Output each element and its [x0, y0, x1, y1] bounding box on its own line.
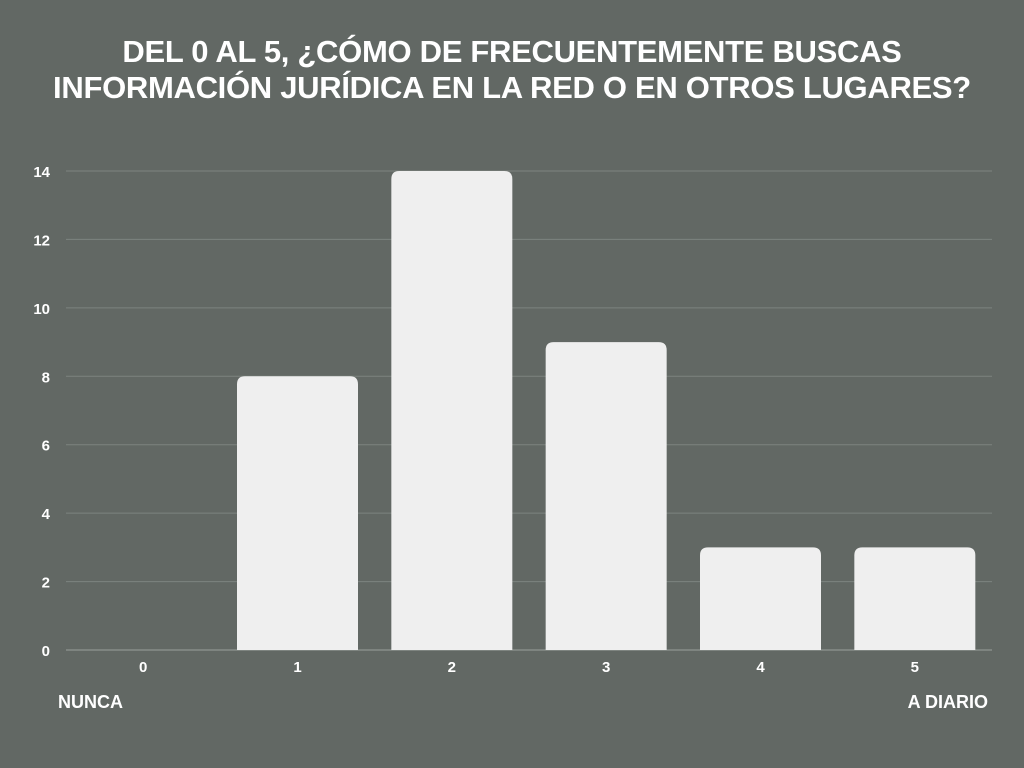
y-tick-label-12: 12: [33, 232, 50, 249]
y-axis-ticks: 0 2 4 6 8 10 12 14: [33, 164, 50, 660]
y-tick-label-2: 2: [42, 575, 50, 592]
x-axis-ticks: 0 1 2 3 4 5: [139, 659, 919, 676]
x-tick-label-3: 3: [602, 659, 610, 676]
chart-title: DEL 0 AL 5, ¿CÓMO DE FRECUENTEMENTE BUSC…: [0, 34, 1024, 106]
bar-1: [237, 376, 358, 650]
y-tick-label-6: 6: [42, 438, 50, 455]
bar-3: [545, 342, 667, 650]
bar-2: [391, 171, 513, 650]
bars: [237, 171, 976, 650]
scale-label-a-diario: A DIARIO: [907, 692, 988, 712]
y-tick-label-8: 8: [42, 369, 50, 386]
y-tick-label-0: 0: [42, 643, 50, 660]
x-tick-label-2: 2: [448, 659, 456, 676]
bar-5: [854, 547, 976, 650]
chart-title-line-2: INFORMACIÓN JURÍDICA EN LA RED O EN OTRO…: [53, 70, 971, 105]
scale-label-nunca: NUNCA: [58, 692, 123, 712]
grid-lines: [66, 170, 992, 651]
bar-4: [700, 547, 821, 650]
x-tick-label-5: 5: [911, 659, 919, 676]
x-tick-label-4: 4: [756, 659, 765, 676]
chart-title-line-1: DEL 0 AL 5, ¿CÓMO DE FRECUENTEMENTE BUSC…: [122, 34, 902, 69]
y-tick-label-14: 14: [33, 164, 50, 181]
y-tick-label-10: 10: [33, 301, 50, 318]
y-tick-label-4: 4: [42, 506, 51, 523]
x-tick-label-1: 1: [293, 659, 301, 676]
x-tick-label-0: 0: [139, 659, 147, 676]
